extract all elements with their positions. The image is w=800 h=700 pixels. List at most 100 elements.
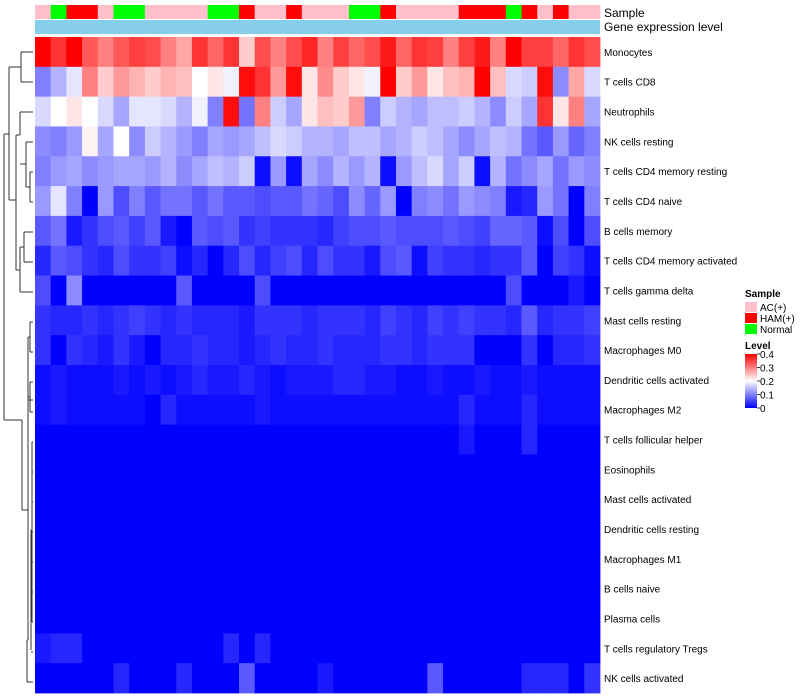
heatmap-cell	[129, 603, 146, 634]
heatmap-cell	[82, 424, 99, 455]
heatmap-cell	[301, 186, 318, 217]
heatmap-cell	[333, 514, 350, 545]
legend-tick-label: 0.2	[760, 377, 774, 388]
heatmap-cell	[380, 603, 397, 634]
row-label: T cells CD4 naive	[604, 197, 683, 208]
heatmap-cell	[521, 424, 538, 455]
heatmap-cell	[82, 215, 99, 247]
heatmap-cell	[160, 543, 177, 575]
heatmap-cell	[113, 394, 130, 426]
heatmap-cell	[380, 96, 397, 127]
heatmap-cell	[191, 543, 209, 575]
heatmap-cell	[333, 633, 350, 664]
heatmap-cell	[223, 663, 240, 694]
heatmap-cell	[160, 573, 177, 604]
heatmap-cell	[521, 365, 538, 396]
heatmap-cell	[286, 275, 303, 306]
heatmap-cell	[66, 335, 83, 366]
heatmap-cell	[411, 245, 428, 276]
heatmap-cell	[301, 96, 318, 127]
legend-swatch	[745, 302, 757, 312]
heatmap-cell	[505, 454, 522, 485]
heatmap-cell	[411, 663, 428, 694]
heatmap-cell	[50, 156, 67, 187]
heatmap-cell	[160, 96, 177, 127]
heatmap-cell	[144, 37, 161, 68]
heatmap-cell	[568, 37, 585, 68]
heatmap-cell	[333, 365, 350, 396]
heatmap-cell	[223, 514, 240, 545]
heatmap-cell	[113, 454, 130, 485]
heatmap-cell	[129, 633, 146, 664]
heatmap-cell	[568, 394, 585, 426]
heatmap-cell	[348, 275, 365, 306]
heatmap-cell	[411, 454, 428, 485]
heatmap-cell	[97, 215, 114, 247]
heatmap-cell	[82, 484, 99, 515]
heatmap-cell	[97, 454, 114, 485]
heatmap-cell	[584, 514, 601, 545]
heatmap-cell	[286, 424, 303, 455]
heatmap-cell	[427, 663, 444, 694]
heatmap-cell	[160, 365, 177, 396]
heatmap-cell	[521, 394, 538, 426]
heatmap-cell	[348, 156, 365, 187]
legend-tick-label: 0.4	[760, 350, 774, 361]
heatmap-cell	[176, 245, 193, 276]
heatmap-cell	[207, 305, 224, 336]
heatmap-cell	[427, 126, 444, 157]
heatmap-cell	[270, 394, 287, 426]
heatmap-cell	[490, 335, 507, 366]
heatmap-cell	[584, 215, 601, 247]
heatmap-cell	[521, 66, 538, 98]
heatmap-cell	[395, 156, 413, 187]
heatmap-cell	[50, 245, 67, 276]
heatmap-cell	[207, 543, 224, 575]
heatmap-cell	[176, 305, 193, 336]
heatmap-cell	[474, 394, 491, 426]
heatmap-cell	[144, 543, 161, 575]
heatmap-cell	[66, 424, 83, 455]
row-label: Dendritic cells resting	[604, 525, 699, 536]
heatmap-cell	[333, 215, 350, 247]
heatmap-cell	[411, 156, 428, 187]
heatmap-cell	[176, 663, 193, 694]
heatmap-cell	[254, 573, 271, 604]
heatmap-cell	[364, 365, 381, 396]
heatmap-cell	[395, 305, 413, 336]
sample-annotation-cell	[286, 5, 303, 19]
heatmap-cell	[568, 335, 585, 366]
heatmap-cell	[458, 424, 475, 455]
heatmap-cell	[35, 603, 52, 634]
heatmap-cell	[239, 335, 256, 366]
heatmap-cell	[537, 305, 554, 336]
heatmap-cell	[505, 37, 522, 68]
heatmap-cell	[50, 186, 67, 217]
heatmap-cell	[333, 275, 350, 306]
heatmap-cell	[490, 603, 507, 634]
heatmap-cell	[333, 424, 350, 455]
heatmap-cell	[50, 37, 67, 68]
heatmap-cell	[50, 275, 67, 306]
heatmap-cell	[35, 66, 52, 98]
row-label: Plasma cells	[604, 614, 660, 625]
heatmap-cell	[176, 365, 193, 396]
legend-swatch	[745, 324, 757, 334]
sample-annotation-cell	[474, 5, 491, 19]
heatmap-cell	[474, 514, 491, 545]
sample-annotation-cell	[270, 5, 287, 19]
heatmap-cell	[129, 126, 146, 157]
heatmap-cell	[505, 394, 522, 426]
heatmap-cell	[411, 573, 428, 604]
heatmap-cell	[427, 335, 444, 366]
heatmap-cell	[160, 126, 177, 157]
heatmap-cell	[66, 186, 83, 217]
heatmap-cell	[270, 245, 287, 276]
heatmap-cell	[270, 514, 287, 545]
heatmap-cell	[270, 424, 287, 455]
heatmap-cell	[584, 663, 601, 694]
heatmap-cell	[223, 394, 240, 426]
heatmap-cell	[443, 543, 460, 575]
heatmap-cell	[113, 215, 130, 247]
heatmap-cell	[270, 126, 287, 157]
